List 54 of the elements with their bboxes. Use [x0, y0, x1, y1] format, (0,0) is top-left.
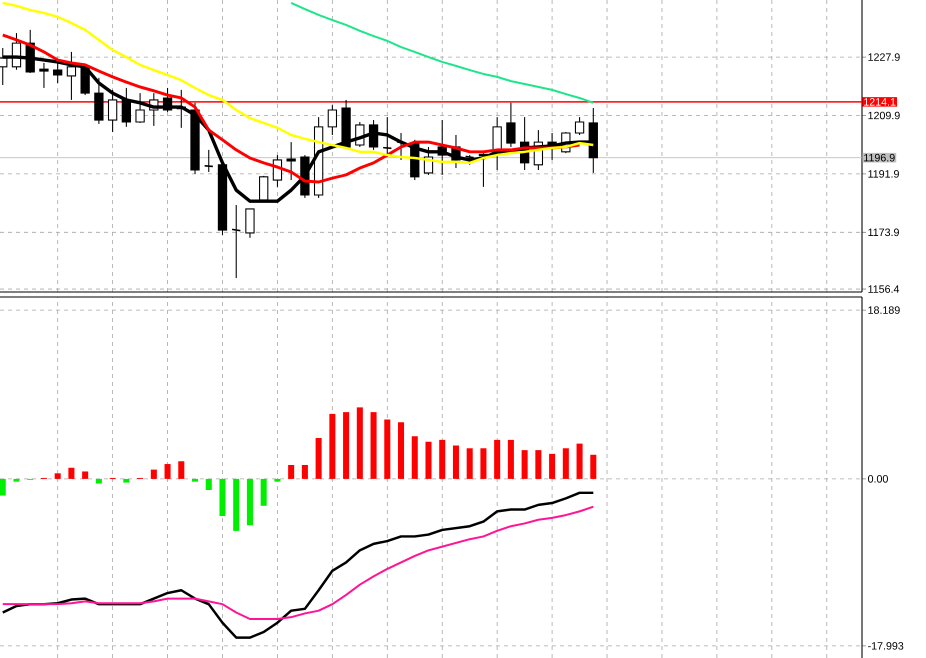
- y-tick-label: 1227.9: [868, 53, 900, 61]
- bar: [356, 407, 363, 479]
- candlestick: [204, 149, 214, 172]
- bar: [412, 436, 418, 479]
- bar: [480, 448, 486, 479]
- bar: [316, 438, 322, 479]
- bar: [68, 468, 74, 479]
- y-tick-label: 1191.9: [868, 170, 899, 178]
- candlestick: [108, 89, 118, 133]
- bar: [576, 444, 583, 479]
- bar: [439, 440, 446, 479]
- bar: [562, 448, 569, 479]
- bar: [343, 412, 350, 479]
- bar: [549, 454, 556, 479]
- candlestick: [231, 204, 242, 279]
- bar: [494, 440, 500, 479]
- bar: [206, 478, 212, 490]
- bar: [452, 445, 459, 479]
- bar: [233, 478, 240, 531]
- bar: [54, 473, 61, 479]
- bar: [246, 478, 253, 526]
- y-tick-label: 0.00: [868, 475, 888, 483]
- y-tick-label: 1209.9: [868, 112, 900, 120]
- bar: [370, 412, 377, 479]
- bar: [13, 478, 20, 482]
- bar: [0, 478, 6, 496]
- y-tick-label: 1173.9: [868, 228, 899, 236]
- bar: [288, 464, 294, 479]
- candlestick: [286, 142, 296, 181]
- bar: [590, 454, 596, 479]
- bar: [96, 478, 102, 484]
- bar: [384, 420, 390, 479]
- bar: [219, 478, 226, 516]
- bar: [82, 471, 88, 479]
- y-tick-label: 18.189: [868, 306, 900, 314]
- bar: [522, 450, 528, 479]
- ref-line-label: 1196.9: [864, 154, 895, 162]
- bar: [274, 478, 280, 482]
- bar: [425, 442, 432, 479]
- bar: [302, 464, 308, 479]
- bar: [466, 448, 473, 479]
- bar: [508, 440, 514, 479]
- bar: [164, 464, 171, 479]
- bar: [192, 478, 198, 482]
- bar: [329, 414, 336, 479]
- y-tick-label: 1156.4: [868, 285, 900, 293]
- bar: [150, 470, 157, 479]
- bar: [178, 461, 184, 479]
- bar: [535, 450, 542, 479]
- bar: [260, 478, 267, 506]
- y-tick-label: -17.993: [868, 642, 904, 650]
- ref-line-label: 1214.1: [864, 98, 896, 106]
- bar: [398, 422, 404, 479]
- bar: [123, 478, 130, 483]
